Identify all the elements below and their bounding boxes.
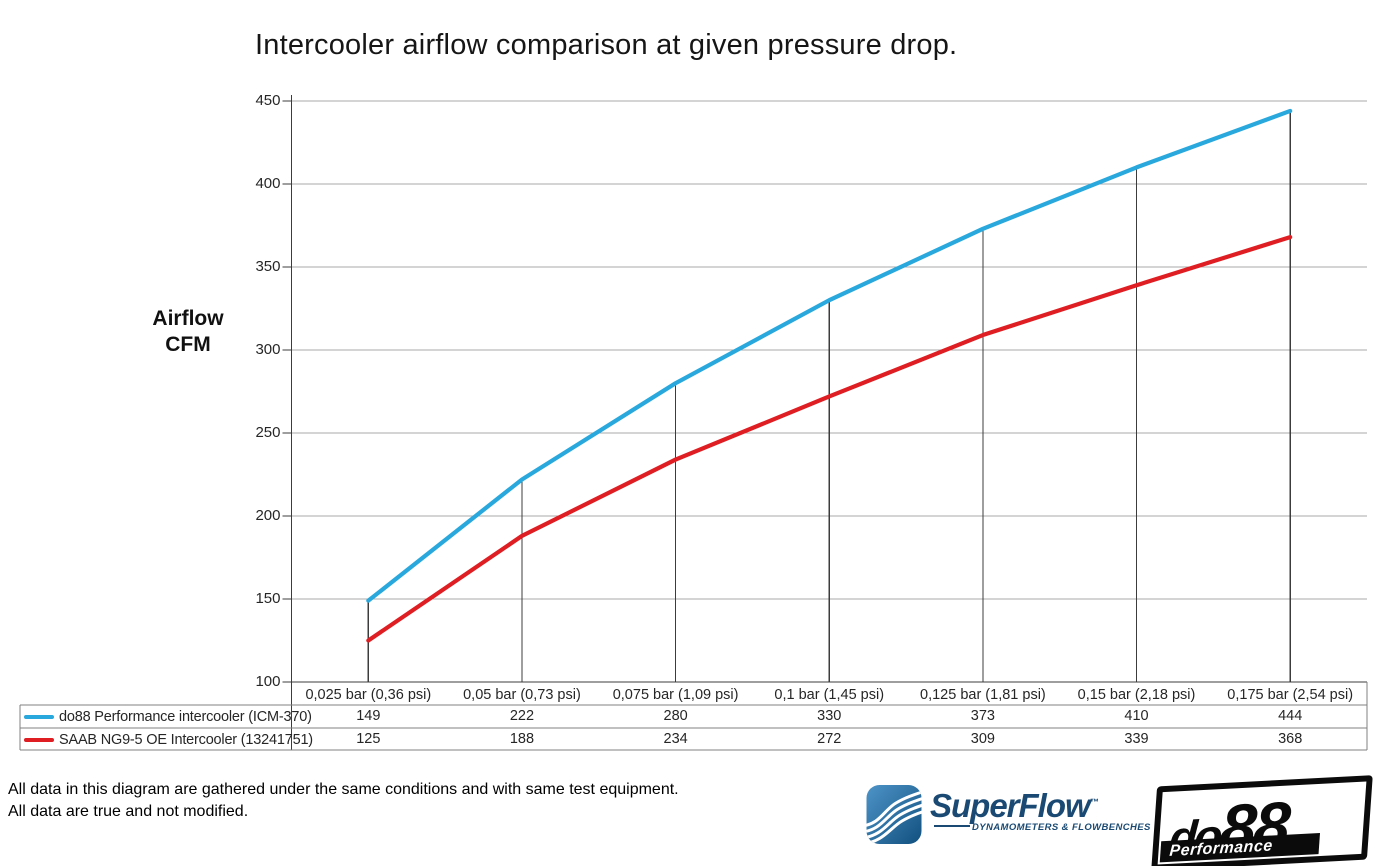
footer-note-line1: All data in this diagram are gathered un… — [8, 781, 679, 798]
do88-logo: do88 Performance — [1151, 775, 1373, 866]
superflow-tagline: DYNAMOMETERS & FLOWBENCHES — [972, 822, 1151, 833]
superflow-logo: SuperFlow™ DYNAMOMETERS & FLOWBENCHES — [866, 783, 1150, 849]
y-axis-title-line1: Airflow — [152, 307, 224, 330]
superflow-wordmark: SuperFlow™ — [930, 787, 1099, 824]
series-line-1 — [366, 235, 1293, 643]
superflow-wave-icon — [866, 785, 922, 844]
y-axis-title: Airflow CFM — [138, 306, 238, 358]
footer-note-line2: All data are true and not modified. — [8, 803, 249, 820]
trademark-symbol: ™ — [1089, 797, 1099, 807]
y-axis-title-line2: CFM — [165, 333, 211, 356]
footer-note: All data in this diagram are gathered un… — [8, 779, 679, 823]
series-line-0 — [366, 108, 1293, 603]
chart-title: Intercooler airflow comparison at given … — [255, 29, 958, 61]
superflow-rule — [934, 825, 970, 827]
